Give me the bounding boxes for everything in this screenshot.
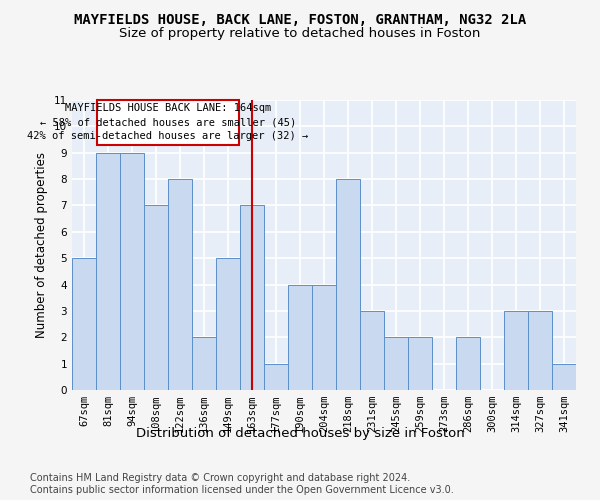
Text: MAYFIELDS HOUSE, BACK LANE, FOSTON, GRANTHAM, NG32 2LA: MAYFIELDS HOUSE, BACK LANE, FOSTON, GRAN… <box>74 12 526 26</box>
Bar <box>120 152 144 390</box>
Text: Size of property relative to detached houses in Foston: Size of property relative to detached ho… <box>119 28 481 40</box>
Bar <box>144 206 168 390</box>
Bar <box>384 338 408 390</box>
Bar <box>192 338 216 390</box>
Text: Distribution of detached houses by size in Foston: Distribution of detached houses by size … <box>136 428 464 440</box>
Bar <box>72 258 96 390</box>
Bar <box>97 100 239 145</box>
Bar <box>504 311 528 390</box>
Bar <box>240 206 264 390</box>
Bar <box>360 311 384 390</box>
Bar <box>408 338 432 390</box>
Bar <box>168 179 192 390</box>
Bar <box>552 364 576 390</box>
Bar <box>264 364 288 390</box>
Bar <box>216 258 240 390</box>
Bar <box>456 338 480 390</box>
Bar <box>288 284 312 390</box>
Text: Contains HM Land Registry data © Crown copyright and database right 2024.
Contai: Contains HM Land Registry data © Crown c… <box>30 474 454 495</box>
Bar <box>312 284 336 390</box>
Bar <box>336 179 360 390</box>
Bar <box>528 311 552 390</box>
Text: MAYFIELDS HOUSE BACK LANE: 164sqm
← 58% of detached houses are smaller (45)
42% : MAYFIELDS HOUSE BACK LANE: 164sqm ← 58% … <box>28 104 308 142</box>
Y-axis label: Number of detached properties: Number of detached properties <box>35 152 49 338</box>
Bar <box>96 152 120 390</box>
